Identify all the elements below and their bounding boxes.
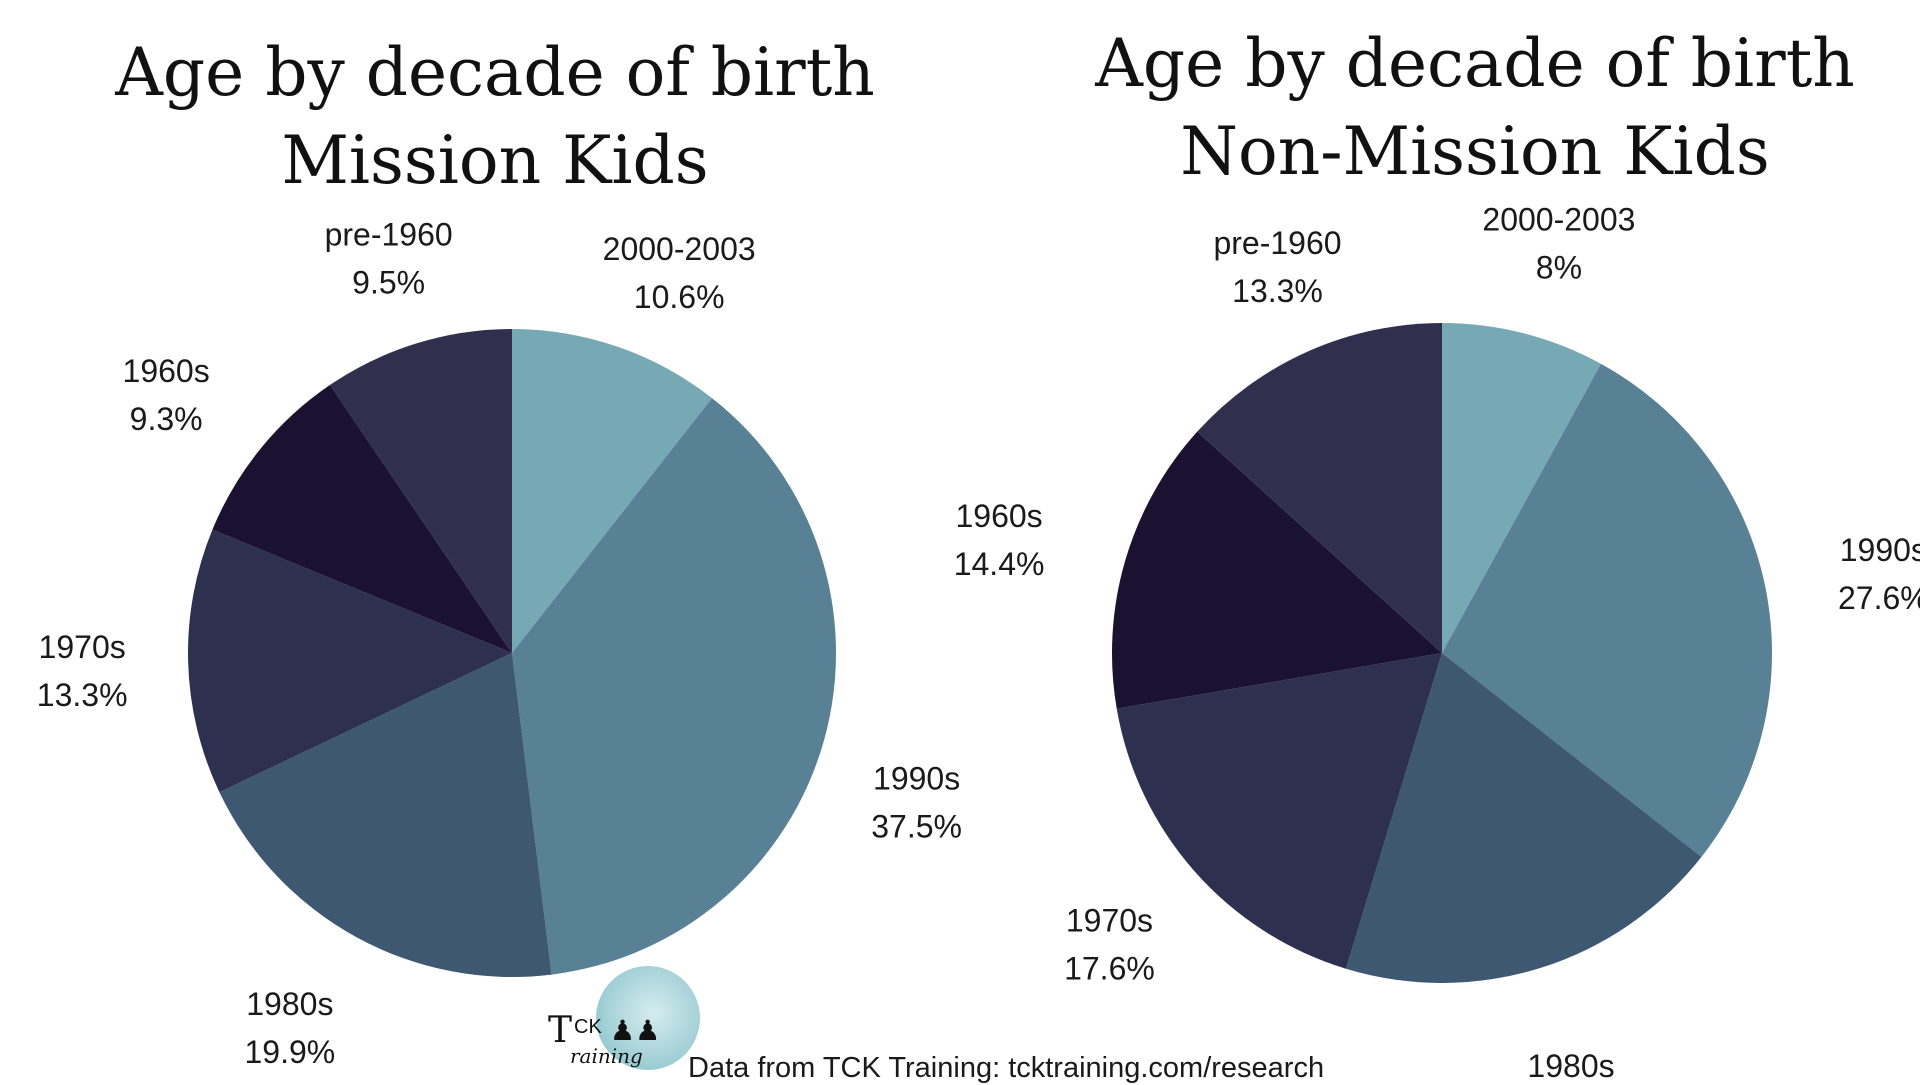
chart2-slice-2000-2003 [1442,323,1601,653]
chart2-label-pre-1960: pre-1960 [1213,225,1341,261]
chart2-slice-1980s [1345,653,1702,983]
logo-training: raining [570,1044,643,1068]
chart1-pie: 2000-2003 10.6% 1990s 37.5% 1980s 19.9% 1970s 1… [37,217,962,1071]
chart1-label-1970s: 1970s [39,629,126,665]
chart2-slice-pre-1960 [1197,323,1442,653]
chart2-label-2000-2003: 2000-2003 [1482,202,1635,238]
chart1-value-1960s: 9.3% [130,401,203,437]
chart1-label-1990s: 1990s [873,761,960,797]
chart2-label-1990s: 1990s [1840,532,1920,568]
data-source-footer: Data from TCK Training: tcktraining.com/… [688,1052,1325,1084]
chart1-slice-1990s [512,398,836,975]
chart2-label-1980s: 1980s [1527,1048,1614,1080]
logo-t: T [548,1010,572,1051]
chart2-title-line1: Age by decade of birth [1094,25,1854,102]
chart2-value-1990s: 27.6% [1838,580,1920,616]
chart1-label-1980s: 1980s [246,986,333,1022]
tck-training-logo: T CK raining ♟♟ [540,966,700,1080]
chart1-slice-1960s [212,384,512,653]
chart1-title-line1: Age by decade of birth [114,34,874,111]
chart1-value-2000-2003: 10.6% [634,279,725,315]
chart2-slice-1970s [1116,653,1442,969]
chart1-value-1970s: 13.3% [37,677,128,713]
chart1-slice-2000-2003 [512,329,713,653]
chart2-slice-1960s [1112,431,1442,709]
family-icon: ♟♟ [610,1016,661,1047]
logo-ck: CK [574,1016,602,1038]
chart2-label-1960s: 1960s [955,498,1042,534]
chart1-slice-1970s [187,529,512,793]
chart2-value-pre-1960: 13.3% [1232,273,1323,309]
chart1-slice-pre-1960 [330,329,512,653]
logo-circle [596,966,700,1070]
chart2-slice-1990s [1442,363,1773,857]
chart1-value-pre-1960: 9.5% [352,265,425,301]
chart1-label-2000-2003: 2000-2003 [603,231,756,267]
chart1-title-line2: Mission Kids [281,122,708,199]
chart1-slice-1980s [219,653,552,977]
chart1-label-1960s: 1960s [123,353,210,389]
chart2-value-1970s: 17.6% [1064,950,1155,986]
chart2-value-1960s: 14.4% [954,546,1045,582]
chart1-value-1990s: 37.5% [871,809,962,845]
chart2-label-1970s: 1970s [1066,902,1153,938]
chart1-label-pre-1960: pre-1960 [325,217,453,253]
chart1-value-1980s: 19.9% [244,1034,335,1070]
chart2-value-2000-2003: 8% [1536,250,1582,286]
chart2-pie: 2000-20038%1990s27.6%1980s19.1%1970s17.6… [954,202,1920,1080]
chart2-title-line2: Non-Mission Kids [1180,113,1770,190]
